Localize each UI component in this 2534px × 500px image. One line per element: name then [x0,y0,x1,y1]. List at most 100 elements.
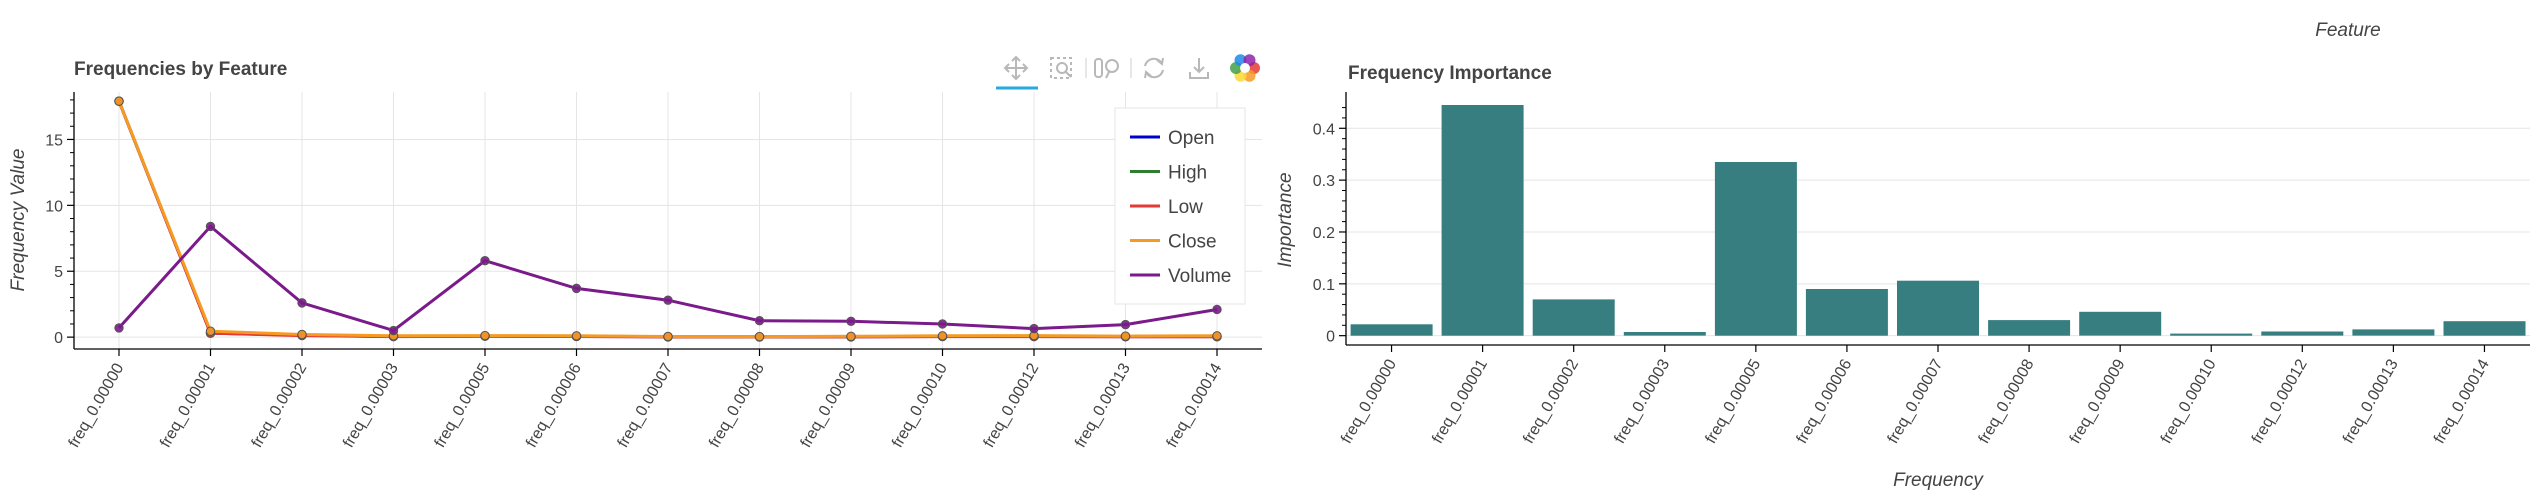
reset-tool-icon[interactable] [1144,57,1164,79]
data-point-close [571,331,582,341]
data-point-close [205,326,216,336]
x-tick-label: freq_0.00007 [615,360,677,450]
pan-tool-icon[interactable] [1003,55,1029,81]
bar-freq_0.00007 [1897,280,1979,336]
x-tick-label: freq_0.00003 [1611,356,1673,446]
data-point-close [114,96,124,106]
bar-series-group [1350,105,2526,336]
logo-petal [1243,54,1256,67]
data-point-close [480,330,490,341]
bar-freq_0.00006 [1805,289,1888,336]
bokeh-logo-icon[interactable] [1230,54,1260,82]
line-chart: Frequencies by Feature Frequency Value 0… [8,59,1262,451]
x-tick-label: freq_0.00010 [889,360,951,450]
line-chart-grid [74,92,1262,349]
data-point-volume [1212,304,1222,315]
y-tick-label: 0.1 [1313,277,1335,294]
x-tick-label: freq_0.00000 [1338,356,1400,446]
x-tick-label: freq_0.00006 [523,360,585,450]
line-y-axis-label: Frequency Value [8,149,29,292]
toolbar [996,54,1260,90]
data-point-close [937,331,948,341]
legend-label: High [1168,163,1207,184]
legend-item-low[interactable]: Low [1130,197,1203,218]
data-point-volume [846,316,856,327]
logo-center [1240,63,1250,73]
logo-petal [1243,69,1256,82]
bar-freq_0.00001 [1441,105,1524,336]
x-tick-label: freq_0.00013 [2340,356,2402,446]
line-chart-title: Frequencies by Feature [74,59,287,80]
bar-chart: Feature Frequency Importance Importance … [1275,20,2530,491]
data-point-close [754,331,765,342]
x-tick-label: freq_0.00012 [2249,356,2311,446]
x-tick-label: freq_0.00000 [66,360,128,450]
bar-x-ticks: freq_0.00000 freq_0.00001 freq_0.00002 freq… [1338,345,2493,447]
bar-freq_0.00003 [1623,332,1706,336]
legend-item-close[interactable]: Close [1130,232,1217,253]
y-tick-label: 15 [45,132,63,149]
data-point-volume [571,283,582,294]
bar-freq_0.00010 [2170,333,2253,336]
x-tick-label: freq_0.00014 [1164,360,1226,450]
legend-item-high[interactable]: High [1130,163,1207,184]
bar-freq_0.00009 [2079,311,2162,336]
line-legend[interactable]: Open High Low Close Volume [1114,107,1246,305]
legend-label: Low [1168,197,1203,218]
x-tick-label: freq_0.00007 [1885,356,1947,446]
y-tick-label: 0 [54,330,63,347]
x-tick-label: freq_0.00013 [1072,360,1134,450]
box-zoom-tool-icon[interactable] [1050,57,1072,79]
data-point-close [846,331,856,342]
y-tick-label: 0.2 [1313,225,1335,242]
data-point-volume [754,315,765,326]
data-point-volume [480,255,490,266]
bar-freq_0.00005 [1714,162,1797,336]
x-tick-label: freq_0.00014 [2431,356,2493,446]
x-tick-label: freq_0.00003 [340,360,402,450]
data-point-close [663,331,673,342]
y-tick-label: 0.3 [1313,173,1335,190]
x-tick-label: freq_0.00002 [249,360,311,450]
bar-y-axis-label: Importance [1275,172,1296,267]
bar-freq_0.00008 [1988,320,2071,336]
y-tick-label: 0.4 [1313,121,1335,138]
x-tick-label: freq_0.00002 [1520,356,1582,446]
x-tick-label: freq_0.00005 [432,360,494,450]
bar-freq_0.00013 [2352,329,2435,336]
x-tick-label: freq_0.00005 [1702,356,1764,446]
data-point-close [297,329,307,340]
save-tool-icon[interactable] [1189,58,1209,79]
x-tick-label: freq_0.00009 [798,360,860,450]
x-tick-label: freq_0.00010 [2158,356,2220,446]
x-tick-label: freq_0.00008 [1976,356,2038,446]
legend-item-volume[interactable]: Volume [1130,266,1231,287]
data-point-volume [114,323,124,333]
data-point-close [1212,331,1222,341]
x-tick-label: freq_0.00006 [1794,356,1856,446]
bar-freq_0.00002 [1532,299,1615,336]
bar-chart-title: Frequency Importance [1348,63,1552,84]
y-tick-label: 10 [45,198,63,215]
line-series-group [114,96,1222,342]
wheel-zoom-tool-icon[interactable] [1094,58,1119,79]
x-tick-label: freq_0.00012 [981,360,1043,450]
bar-freq_0.00014 [2443,321,2526,336]
line-x-ticks: freq_0.00000 freq_0.00001 freq_0.00002 freq… [66,349,1226,451]
x-tick-label: freq_0.00001 [157,360,219,450]
bar-freq_0.00000 [1350,324,1433,336]
data-point-volume [297,298,307,308]
data-point-volume [388,325,399,336]
x-tick-label: freq_0.00009 [2067,356,2129,446]
line-y-ticks: 0 5 10 15 [45,99,74,347]
bar-y-ticks: 0 0.1 0.2 0.3 0.4 [1313,107,1346,346]
legend-label: Volume [1168,266,1231,287]
x-tick-label: freq_0.00008 [706,360,768,450]
data-point-volume [1029,323,1039,334]
y-tick-label: 0 [1326,329,1335,346]
y-tick-label: 5 [54,264,63,281]
legend-label: Open [1168,128,1214,149]
legend-item-open[interactable]: Open [1130,128,1214,149]
bar-legend-title: Feature [2315,20,2380,41]
